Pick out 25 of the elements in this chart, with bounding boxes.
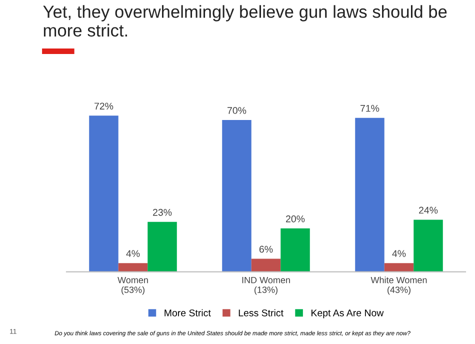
bar: [384, 263, 414, 272]
bar: [118, 263, 148, 272]
x-tick-label: Women (53%): [118, 276, 148, 295]
bar: [222, 120, 252, 272]
bar: [89, 116, 118, 272]
bar: [280, 228, 310, 272]
data-label: 6%: [259, 246, 273, 253]
data-label: 4%: [392, 250, 406, 257]
data-label: 23%: [153, 208, 172, 216]
x-tick-label: IND Women (13%): [242, 276, 290, 295]
data-label: 71%: [360, 104, 380, 112]
data-label: 70%: [228, 107, 246, 114]
legend-label: Less Strict: [238, 309, 284, 316]
bar: [414, 220, 443, 272]
data-label: 24%: [419, 206, 438, 214]
legend-label: Kept As Are Now: [312, 310, 384, 318]
legend-label: More Strict: [164, 309, 211, 316]
bar: [355, 118, 384, 272]
data-label: 4%: [126, 250, 140, 257]
data-label: 72%: [94, 102, 114, 110]
data-label: 20%: [286, 215, 305, 222]
bar: [148, 222, 177, 272]
x-tick-label: White Women (43%): [370, 276, 427, 295]
bar: [251, 258, 281, 272]
chart-title: Yet, they overwhelmingly believe gun laws should be more strict.: [43, 5, 447, 37]
